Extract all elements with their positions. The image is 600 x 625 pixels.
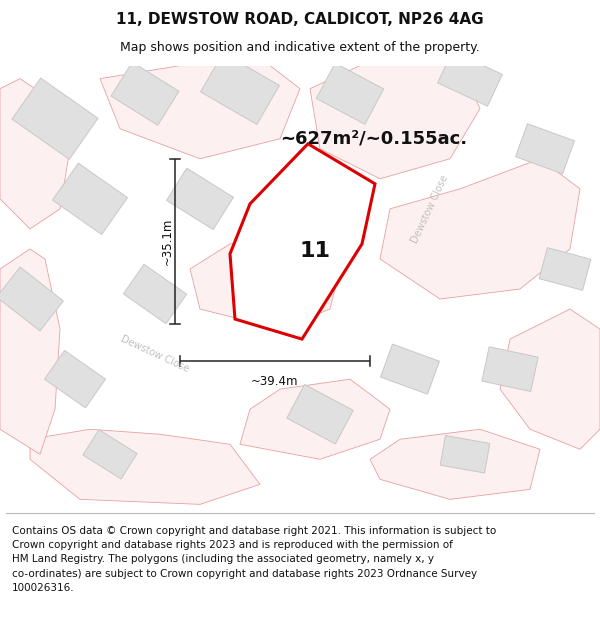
Text: ~35.1m: ~35.1m [161,217,173,265]
Text: Contains OS data © Crown copyright and database right 2021. This information is : Contains OS data © Crown copyright and d… [12,526,496,593]
Polygon shape [370,429,540,499]
Polygon shape [190,239,340,329]
Polygon shape [200,53,280,124]
Text: ~39.4m: ~39.4m [251,375,299,388]
Polygon shape [240,379,390,459]
Polygon shape [0,249,60,454]
Polygon shape [53,163,127,234]
Polygon shape [539,248,591,290]
Polygon shape [500,309,600,449]
Polygon shape [440,436,490,473]
Polygon shape [100,66,300,159]
Polygon shape [0,79,70,229]
Polygon shape [30,429,260,504]
Polygon shape [482,347,538,391]
Polygon shape [287,384,353,444]
Polygon shape [380,159,580,299]
Text: Dewstow Close: Dewstow Close [410,173,450,244]
Text: Dewstow Close: Dewstow Close [119,334,191,374]
Polygon shape [83,429,137,479]
Polygon shape [12,78,98,159]
Polygon shape [44,351,106,408]
Polygon shape [310,66,480,179]
Text: 11, DEWSTOW ROAD, CALDICOT, NP26 4AG: 11, DEWSTOW ROAD, CALDICOT, NP26 4AG [116,12,484,27]
Polygon shape [316,63,383,124]
Text: 11: 11 [299,241,330,261]
Polygon shape [124,264,187,324]
Text: ~627m²/~0.155ac.: ~627m²/~0.155ac. [280,130,467,148]
Polygon shape [230,144,375,339]
Polygon shape [380,344,439,394]
Polygon shape [111,62,179,125]
Polygon shape [515,124,574,174]
Polygon shape [437,51,502,106]
Text: Map shows position and indicative extent of the property.: Map shows position and indicative extent… [120,41,480,54]
Polygon shape [167,168,233,229]
Polygon shape [0,267,64,331]
